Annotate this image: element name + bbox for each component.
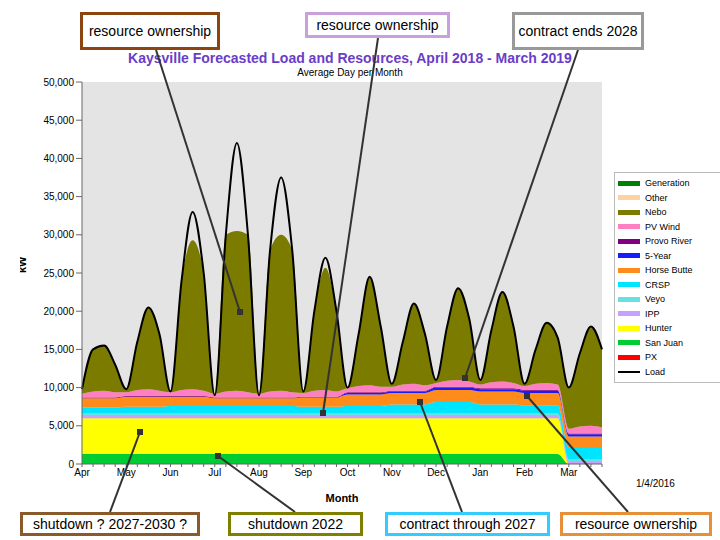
html-text:Hunter: Hunter <box>645 323 672 333</box>
svg-text:20,000: 20,000 <box>43 306 74 317</box>
svg-text:30,000: 30,000 <box>43 229 74 240</box>
svg-text:10,000: 10,000 <box>43 382 74 393</box>
svg-text:50,000: 50,000 <box>43 77 74 88</box>
svg-text:Oct: Oct <box>340 467 356 478</box>
html-text:5-Year: 5-Year <box>645 250 672 261</box>
svg-text:40,000: 40,000 <box>43 153 74 164</box>
html-text:contract through 2027: contract through 2027 <box>399 516 536 532</box>
html-text:resource ownership: resource ownership <box>88 23 212 39</box>
svg-text:5,000: 5,000 <box>49 420 74 431</box>
html-text:PX: PX <box>645 352 657 362</box>
html-text:PV Wind: PV Wind <box>645 221 680 232</box>
svg-text:Aug: Aug <box>250 467 268 478</box>
svg-text:Jun: Jun <box>162 467 178 478</box>
html-text:Load: Load <box>645 366 665 377</box>
svg-text:Jan: Jan <box>472 467 488 478</box>
svg-text:15,000: 15,000 <box>43 344 74 355</box>
html-text:IPP: IPP <box>645 308 660 319</box>
html-text:resource ownership: resource ownership <box>316 17 439 33</box>
html-text:CRSP: CRSP <box>645 279 670 290</box>
svg-text:May: May <box>117 467 136 478</box>
html-text:1/4/2016: 1/4/2016 <box>636 478 675 489</box>
html-text:resource ownership: resource ownership <box>574 516 698 532</box>
html-text:Veyo: Veyo <box>645 294 665 304</box>
svg-text:Feb: Feb <box>516 467 534 478</box>
html-text:Nebo: Nebo <box>645 207 667 217</box>
svg-text:Month: Month <box>326 492 359 504</box>
svg-text:0: 0 <box>68 459 74 470</box>
svg-text:25,000: 25,000 <box>43 268 74 279</box>
html-text:Kaysville Forecasted Load and: Kaysville Forecasted Load and Resources,… <box>128 50 572 66</box>
html-text:shutdown 2022: shutdown 2022 <box>248 516 343 532</box>
html-text:Average Day per Month: Average Day per Month <box>297 67 403 78</box>
svg-text:Jul: Jul <box>208 467 221 478</box>
svg-text:kW: kW <box>20 256 28 273</box>
html-text:shutdown ? 2027-2030 ?: shutdown ? 2027-2030 ? <box>32 516 188 532</box>
svg-text:45,000: 45,000 <box>43 115 74 126</box>
html-text:San Juan: San Juan <box>645 337 683 348</box>
html-text:Provo River: Provo River <box>645 236 692 246</box>
html-text:Generation: Generation <box>645 178 690 188</box>
svg-text:Sep: Sep <box>294 467 312 478</box>
svg-text:Apr: Apr <box>74 467 90 478</box>
svg-text:35,000: 35,000 <box>43 191 74 202</box>
html-text:Other: Other <box>645 192 668 203</box>
svg-text:Dec: Dec <box>427 467 445 478</box>
html-text:Horse Butte: Horse Butte <box>645 265 693 275</box>
html-text:contract ends 2028: contract ends 2028 <box>518 23 638 39</box>
svg-text:Mar: Mar <box>560 467 578 478</box>
svg-text:Nov: Nov <box>383 467 401 478</box>
